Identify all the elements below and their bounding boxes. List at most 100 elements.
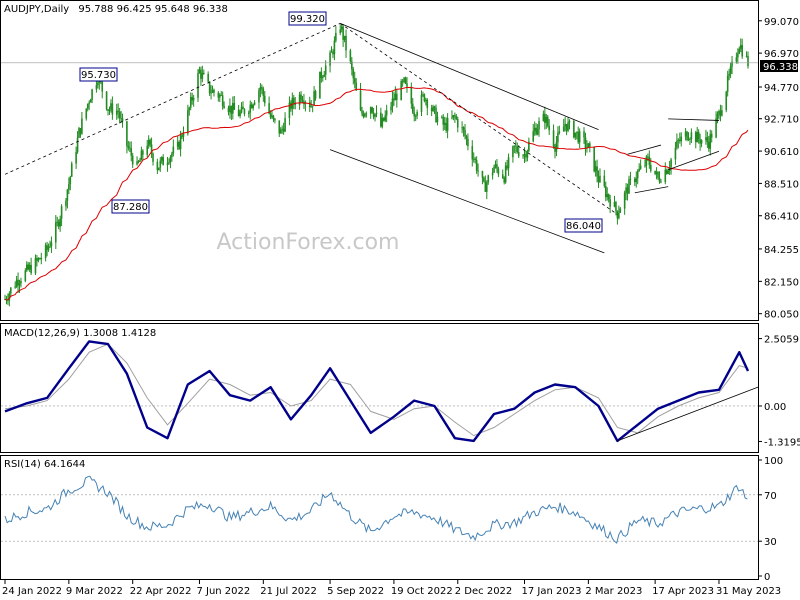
candle-body	[657, 171, 659, 178]
candle-body	[747, 55, 749, 67]
trendline-dotted-rising	[4, 23, 341, 175]
macd-tick-label: -1.3195	[764, 437, 800, 448]
candle-body	[345, 35, 347, 51]
candle-body	[239, 112, 241, 117]
candle-body	[441, 116, 443, 118]
rsi-tick-label: 30	[764, 537, 777, 548]
candle-body	[390, 107, 392, 111]
candle-body	[37, 258, 40, 261]
candle-body	[227, 107, 230, 113]
candle-body	[120, 117, 122, 119]
candle-body	[686, 131, 688, 140]
candle-body	[213, 89, 215, 93]
candle-body	[7, 300, 9, 302]
candle-body	[20, 280, 22, 284]
candle-body	[308, 102, 311, 108]
candle-body	[565, 124, 568, 131]
candle-body	[494, 164, 497, 167]
candle-body	[406, 83, 408, 87]
candle-body	[263, 95, 266, 104]
channel-upper-line	[340, 23, 599, 131]
candle-body	[535, 127, 537, 135]
candle-body	[382, 117, 385, 121]
annotation-high-2: 95.730	[79, 67, 118, 82]
candle-body	[587, 143, 590, 148]
candle-body	[474, 158, 476, 161]
date-tick-label: 17 Jan 2023	[522, 586, 582, 597]
candle-body	[243, 109, 246, 114]
candle-body	[126, 121, 128, 146]
candle-body	[542, 113, 545, 122]
candle-body	[507, 157, 510, 169]
macd-tick-label: 2.5059	[764, 335, 799, 346]
candle-body	[599, 175, 601, 183]
candle-body	[59, 218, 61, 227]
candle-body	[36, 258, 38, 261]
candle-body	[242, 106, 244, 110]
candle-body	[281, 128, 283, 130]
candle-body	[324, 65, 327, 75]
candle-body	[423, 94, 426, 101]
annotation-high-1-text: 99.320	[290, 14, 325, 25]
candle-body	[232, 103, 234, 114]
candle-body	[645, 156, 648, 166]
candle-body	[739, 45, 742, 49]
candle-body	[411, 103, 414, 113]
macd-panel-frame	[0, 323, 759, 453]
candle-body	[282, 128, 285, 132]
candle-body	[362, 113, 365, 117]
candle-body	[670, 159, 672, 168]
candle-body	[330, 51, 333, 53]
candle-body	[574, 132, 577, 138]
candle-body	[536, 129, 539, 135]
candle-body	[471, 146, 474, 160]
candle-body	[721, 110, 723, 116]
candle-body	[178, 141, 180, 150]
candle-body	[484, 181, 487, 192]
candle-body	[79, 128, 82, 134]
candle-body	[272, 115, 275, 119]
candle-body	[322, 76, 324, 79]
price-tick-label: 96.970	[764, 49, 799, 60]
candle-body	[176, 141, 179, 147]
candle-body	[430, 107, 433, 111]
candle-body	[506, 165, 508, 169]
candle-body	[314, 91, 317, 99]
candle-body	[253, 102, 256, 105]
candle-body	[115, 110, 118, 115]
candle-body	[14, 286, 16, 288]
candle-body	[526, 150, 529, 158]
candle-body	[355, 82, 357, 91]
candle-body	[68, 184, 70, 190]
candle-body	[332, 51, 334, 55]
candle-body	[152, 153, 154, 162]
candle-body	[596, 166, 598, 177]
candle-body	[665, 169, 668, 174]
candle-body	[49, 246, 51, 248]
candle-body	[648, 156, 651, 165]
candle-body	[694, 132, 697, 143]
candle-body	[528, 141, 530, 151]
annotation-low-1-text: 87.280	[113, 202, 148, 213]
candle-body	[410, 86, 413, 104]
candle-body	[57, 221, 60, 227]
candle-body	[597, 176, 600, 183]
candle-body	[288, 102, 291, 119]
macd-header: MACD(12,26,9) 1.3008 1.4128	[4, 328, 156, 339]
candle-body	[221, 95, 224, 107]
candle-body	[593, 146, 595, 172]
candle-body	[700, 139, 703, 144]
candle-body	[475, 160, 478, 171]
candle-body	[353, 78, 356, 83]
candle-body	[594, 166, 597, 172]
candle-body	[741, 45, 743, 57]
candle-body	[351, 61, 353, 70]
candle-body	[54, 222, 57, 243]
candle-body	[726, 75, 729, 92]
candle-body	[629, 178, 632, 180]
price-tick-label: 84.255	[764, 245, 799, 256]
consolidation-low-line	[634, 186, 669, 194]
candle-body	[615, 202, 617, 211]
candle-body	[432, 106, 434, 111]
candle-body	[414, 115, 417, 117]
